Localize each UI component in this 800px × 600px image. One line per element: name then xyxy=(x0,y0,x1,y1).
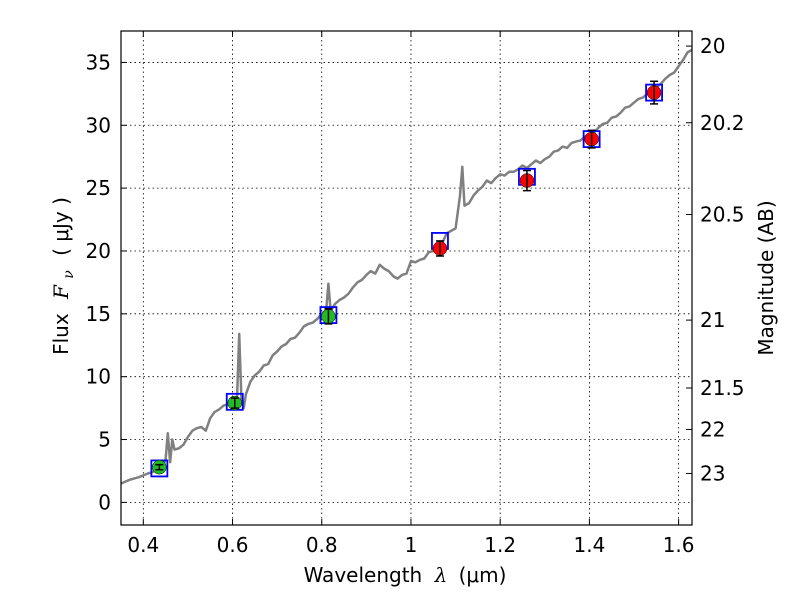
x-tick-label: 0.6 xyxy=(217,533,249,557)
x-tick-label: 1.6 xyxy=(663,533,695,557)
x-tick-label: 0.4 xyxy=(127,533,159,557)
y-axis-label-prefix: Flux xyxy=(49,313,73,355)
x-axis-label-unit: (μm) xyxy=(459,563,507,587)
y2-tick-label: 20.5 xyxy=(700,203,745,227)
y-tick-label: 10 xyxy=(86,365,111,389)
y2-tick-label: 22 xyxy=(700,417,725,441)
x-tick-label: 1.2 xyxy=(484,533,516,557)
x-axis-label-prefix: Wavelength xyxy=(304,563,423,587)
grid-layer xyxy=(121,31,692,525)
ticks-layer: 0.4 0.6 0.8 1 1.2 1.4 1.6 0 5 10 15 20 25 30 35 20 20.2 2… xyxy=(86,31,745,557)
y-tick-label: 0 xyxy=(98,490,111,514)
y-tick-label: 20 xyxy=(86,239,111,263)
x-tick-label: 1 xyxy=(405,533,418,557)
y-axis-label-unit: ( μJy ) xyxy=(49,197,73,256)
y-axis-label: Flux F ν ( μJy ) xyxy=(49,197,78,355)
x-axis-label: Wavelength λ (μm) xyxy=(304,563,507,587)
axes-layer xyxy=(120,30,693,526)
y-tick-label: 35 xyxy=(86,50,111,74)
y-axis-label-subscript: ν xyxy=(61,270,77,279)
y2-tick-label: 20 xyxy=(700,34,725,58)
y-tick-label: 5 xyxy=(98,428,111,452)
series-layer xyxy=(120,48,693,485)
x-tick-label: 0.8 xyxy=(306,533,338,557)
x-axis-label-symbol: λ xyxy=(434,563,448,587)
y2-tick-label: 23 xyxy=(700,461,725,485)
spectrum-line xyxy=(120,48,693,485)
y2-tick-label: 21 xyxy=(700,308,725,332)
y-tick-label: 25 xyxy=(86,176,111,200)
y-axis-label-symbol: F xyxy=(49,284,73,300)
y2-tick-label: 21.5 xyxy=(700,376,745,400)
y-tick-label: 15 xyxy=(86,302,111,326)
y2-tick-label: 20.2 xyxy=(700,111,745,135)
y2-axis-label: Magnitude (AB) xyxy=(754,200,778,355)
plot-frame xyxy=(120,30,693,526)
y-tick-label: 30 xyxy=(86,113,111,137)
x-tick-label: 1.4 xyxy=(573,533,605,557)
